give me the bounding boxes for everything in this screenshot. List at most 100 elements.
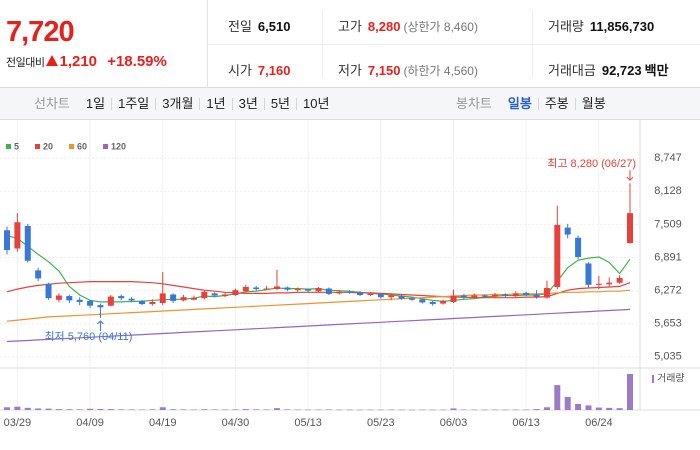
summary-cell: 저가 7,150 (하한가 4,560) — [338, 60, 478, 79]
note: (하한가 4,560) — [403, 64, 478, 78]
unit: 백만 — [644, 63, 669, 78]
volume-bar — [471, 409, 478, 411]
volume-bar — [4, 407, 10, 410]
label: 저가 — [338, 63, 362, 78]
volume-bar — [263, 409, 270, 411]
col-divider — [322, 10, 323, 78]
volume-bar — [450, 408, 457, 410]
x-tick-label: 04/09 — [76, 417, 104, 429]
volume-bar — [222, 409, 229, 411]
x-tick-label: 06/13 — [512, 417, 540, 429]
volume-bar — [512, 409, 519, 411]
volume-bar — [211, 409, 218, 410]
volume-bar — [606, 407, 613, 410]
tab[interactable]: 3년 — [231, 97, 264, 110]
candle-body — [201, 291, 208, 299]
chart: 8,747 8,128 7,509 6,891 6,272 5,653 5,035 03/29… — [0, 120, 700, 429]
y-tick-label: 8,128 — [654, 185, 682, 197]
up-arrow — [46, 55, 59, 66]
candle-body — [367, 293, 374, 295]
tab[interactable]: 주봉 — [537, 97, 575, 110]
tab[interactable]: 1일 — [85, 96, 106, 111]
candle-body — [284, 287, 291, 290]
volume-bar — [388, 409, 395, 411]
candle-body — [149, 301, 156, 305]
volume-bar — [242, 409, 249, 410]
line-chart-tabs: 선차트 1일 1주일 3개월 1년 3년 5년 10년 — [28, 88, 335, 120]
volume-bar — [346, 409, 353, 411]
volume-bar — [76, 409, 83, 410]
candle-body — [564, 227, 571, 235]
legend-label: 60 — [77, 141, 87, 151]
candle-body — [440, 300, 447, 304]
candle-body — [429, 301, 436, 305]
candle-body — [263, 288, 270, 290]
volume-bar — [315, 409, 322, 411]
volume-bar — [325, 409, 332, 410]
candle-body — [471, 295, 478, 298]
volume-bar — [492, 409, 499, 411]
candle-body — [66, 296, 73, 301]
tab[interactable]: 10년 — [296, 97, 335, 110]
candle-body — [398, 296, 405, 299]
candle-body — [595, 283, 602, 285]
volume-bar — [24, 407, 31, 410]
row-divider — [208, 44, 700, 45]
volume-bar — [543, 407, 550, 410]
note: (상한가 8,460) — [403, 20, 478, 34]
candle-body — [419, 299, 426, 303]
candle-body — [346, 291, 353, 293]
volume-bar — [273, 408, 280, 410]
tab-group-label: 봉차트 — [456, 96, 492, 111]
annotation: 최저 5,760 (04/11) — [44, 330, 132, 343]
candle-body — [273, 286, 280, 290]
volume-bar — [149, 409, 156, 410]
volume-bar — [159, 407, 166, 410]
candle-body — [190, 297, 197, 300]
y-tick-label: 7,509 — [654, 218, 682, 230]
tab[interactable]: 1년 — [199, 97, 231, 110]
label: 거래량 — [548, 19, 584, 34]
volume-bar — [460, 409, 467, 411]
label: 거래대금 — [548, 63, 596, 78]
volume-bar — [87, 408, 94, 410]
candle-body — [87, 300, 94, 306]
candle-body — [502, 294, 509, 297]
candle-body — [45, 283, 52, 299]
candle-body — [118, 296, 125, 299]
volume-bar — [481, 409, 488, 411]
quote-box: 7,720 전일대비 1,210 +18.59% — [0, 0, 208, 88]
candle-body — [55, 295, 62, 300]
volume-bar — [408, 409, 415, 411]
volume-bar — [97, 408, 104, 410]
volume-bar — [367, 409, 374, 411]
x-tick-label: 05/23 — [367, 417, 395, 429]
summary-cell: 시가 7,160 — [228, 60, 290, 79]
candle-body — [606, 282, 613, 285]
candle-body — [107, 296, 114, 306]
volume-bar — [595, 407, 602, 410]
legend-swatch — [103, 144, 109, 149]
volume-bar — [377, 409, 384, 411]
tab-group-label: 선차트 — [34, 96, 70, 111]
volume-bar — [564, 396, 571, 410]
legend-label: 20 — [43, 141, 53, 151]
volume-bar — [419, 409, 426, 411]
candle-body — [14, 222, 21, 249]
candle-body — [585, 263, 592, 285]
tab[interactable]: 월봉 — [574, 97, 612, 110]
y-tick-label: 5,035 — [654, 351, 682, 363]
x-tick-label: 06/03 — [440, 417, 468, 429]
period-tabs: 선차트 1일 1주일 3개월 1년 3년 5년 10년 봉차트 일봉 주봉 월봉 — [0, 88, 700, 120]
tab[interactable]: 5년 — [263, 97, 296, 110]
tab[interactable]: 1주일 — [111, 97, 155, 110]
tab[interactable]: 3개월 — [155, 97, 199, 110]
candle-body — [128, 298, 135, 301]
tab[interactable]: 일봉 — [507, 96, 532, 111]
legend-label: 5 — [14, 141, 19, 151]
candle-body — [211, 293, 218, 296]
volume-bar — [398, 409, 405, 411]
y-tick-label: 8,747 — [654, 152, 682, 164]
legend-label: 120 — [111, 141, 126, 151]
